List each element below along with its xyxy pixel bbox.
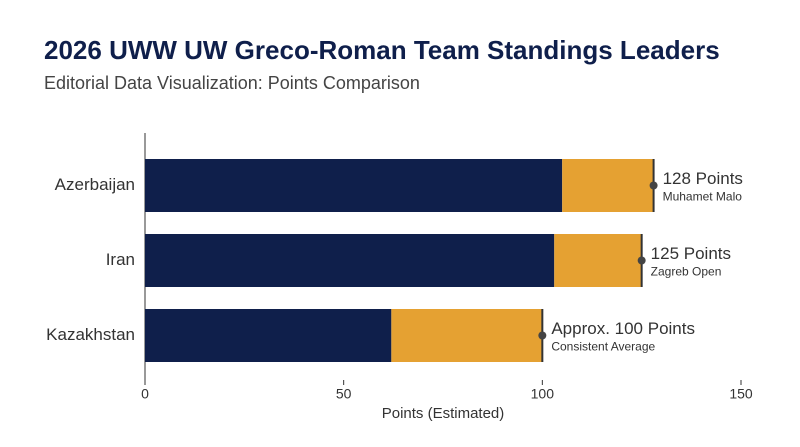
y-tick-label: Iran [106, 250, 135, 269]
note-label: Zagreb Open [651, 265, 722, 279]
y-tick-label: Kazakhstan [46, 325, 135, 344]
bar-segment [562, 159, 654, 212]
bar-segment [145, 234, 555, 287]
bar-segment [554, 234, 642, 287]
bar-segment [145, 309, 392, 362]
x-tick-label: 100 [531, 386, 555, 402]
note-label: Muhamet Malo [663, 190, 743, 204]
x-tick-label: 0 [141, 386, 149, 402]
x-tick-label: 150 [729, 386, 753, 402]
total-marker-dot [649, 181, 658, 190]
chart-subtitle: Editorial Data Visualization: Points Com… [44, 73, 420, 93]
chart-title: 2026 UWW UW Greco-Roman Team Standings L… [44, 35, 720, 65]
bar-segment [145, 159, 563, 212]
total-label: 128 Points [663, 169, 743, 188]
total-marker-dot [637, 256, 646, 265]
total-label: Approx. 100 Points [551, 319, 695, 338]
x-tick-label: 50 [336, 386, 352, 402]
total-marker-dot [538, 331, 547, 340]
y-tick-label: Azerbaijan [55, 175, 135, 194]
bar-segment [391, 309, 543, 362]
total-label: 125 Points [651, 244, 731, 263]
note-label: Consistent Average [551, 340, 655, 354]
x-axis-label: Points (Estimated) [382, 405, 505, 422]
